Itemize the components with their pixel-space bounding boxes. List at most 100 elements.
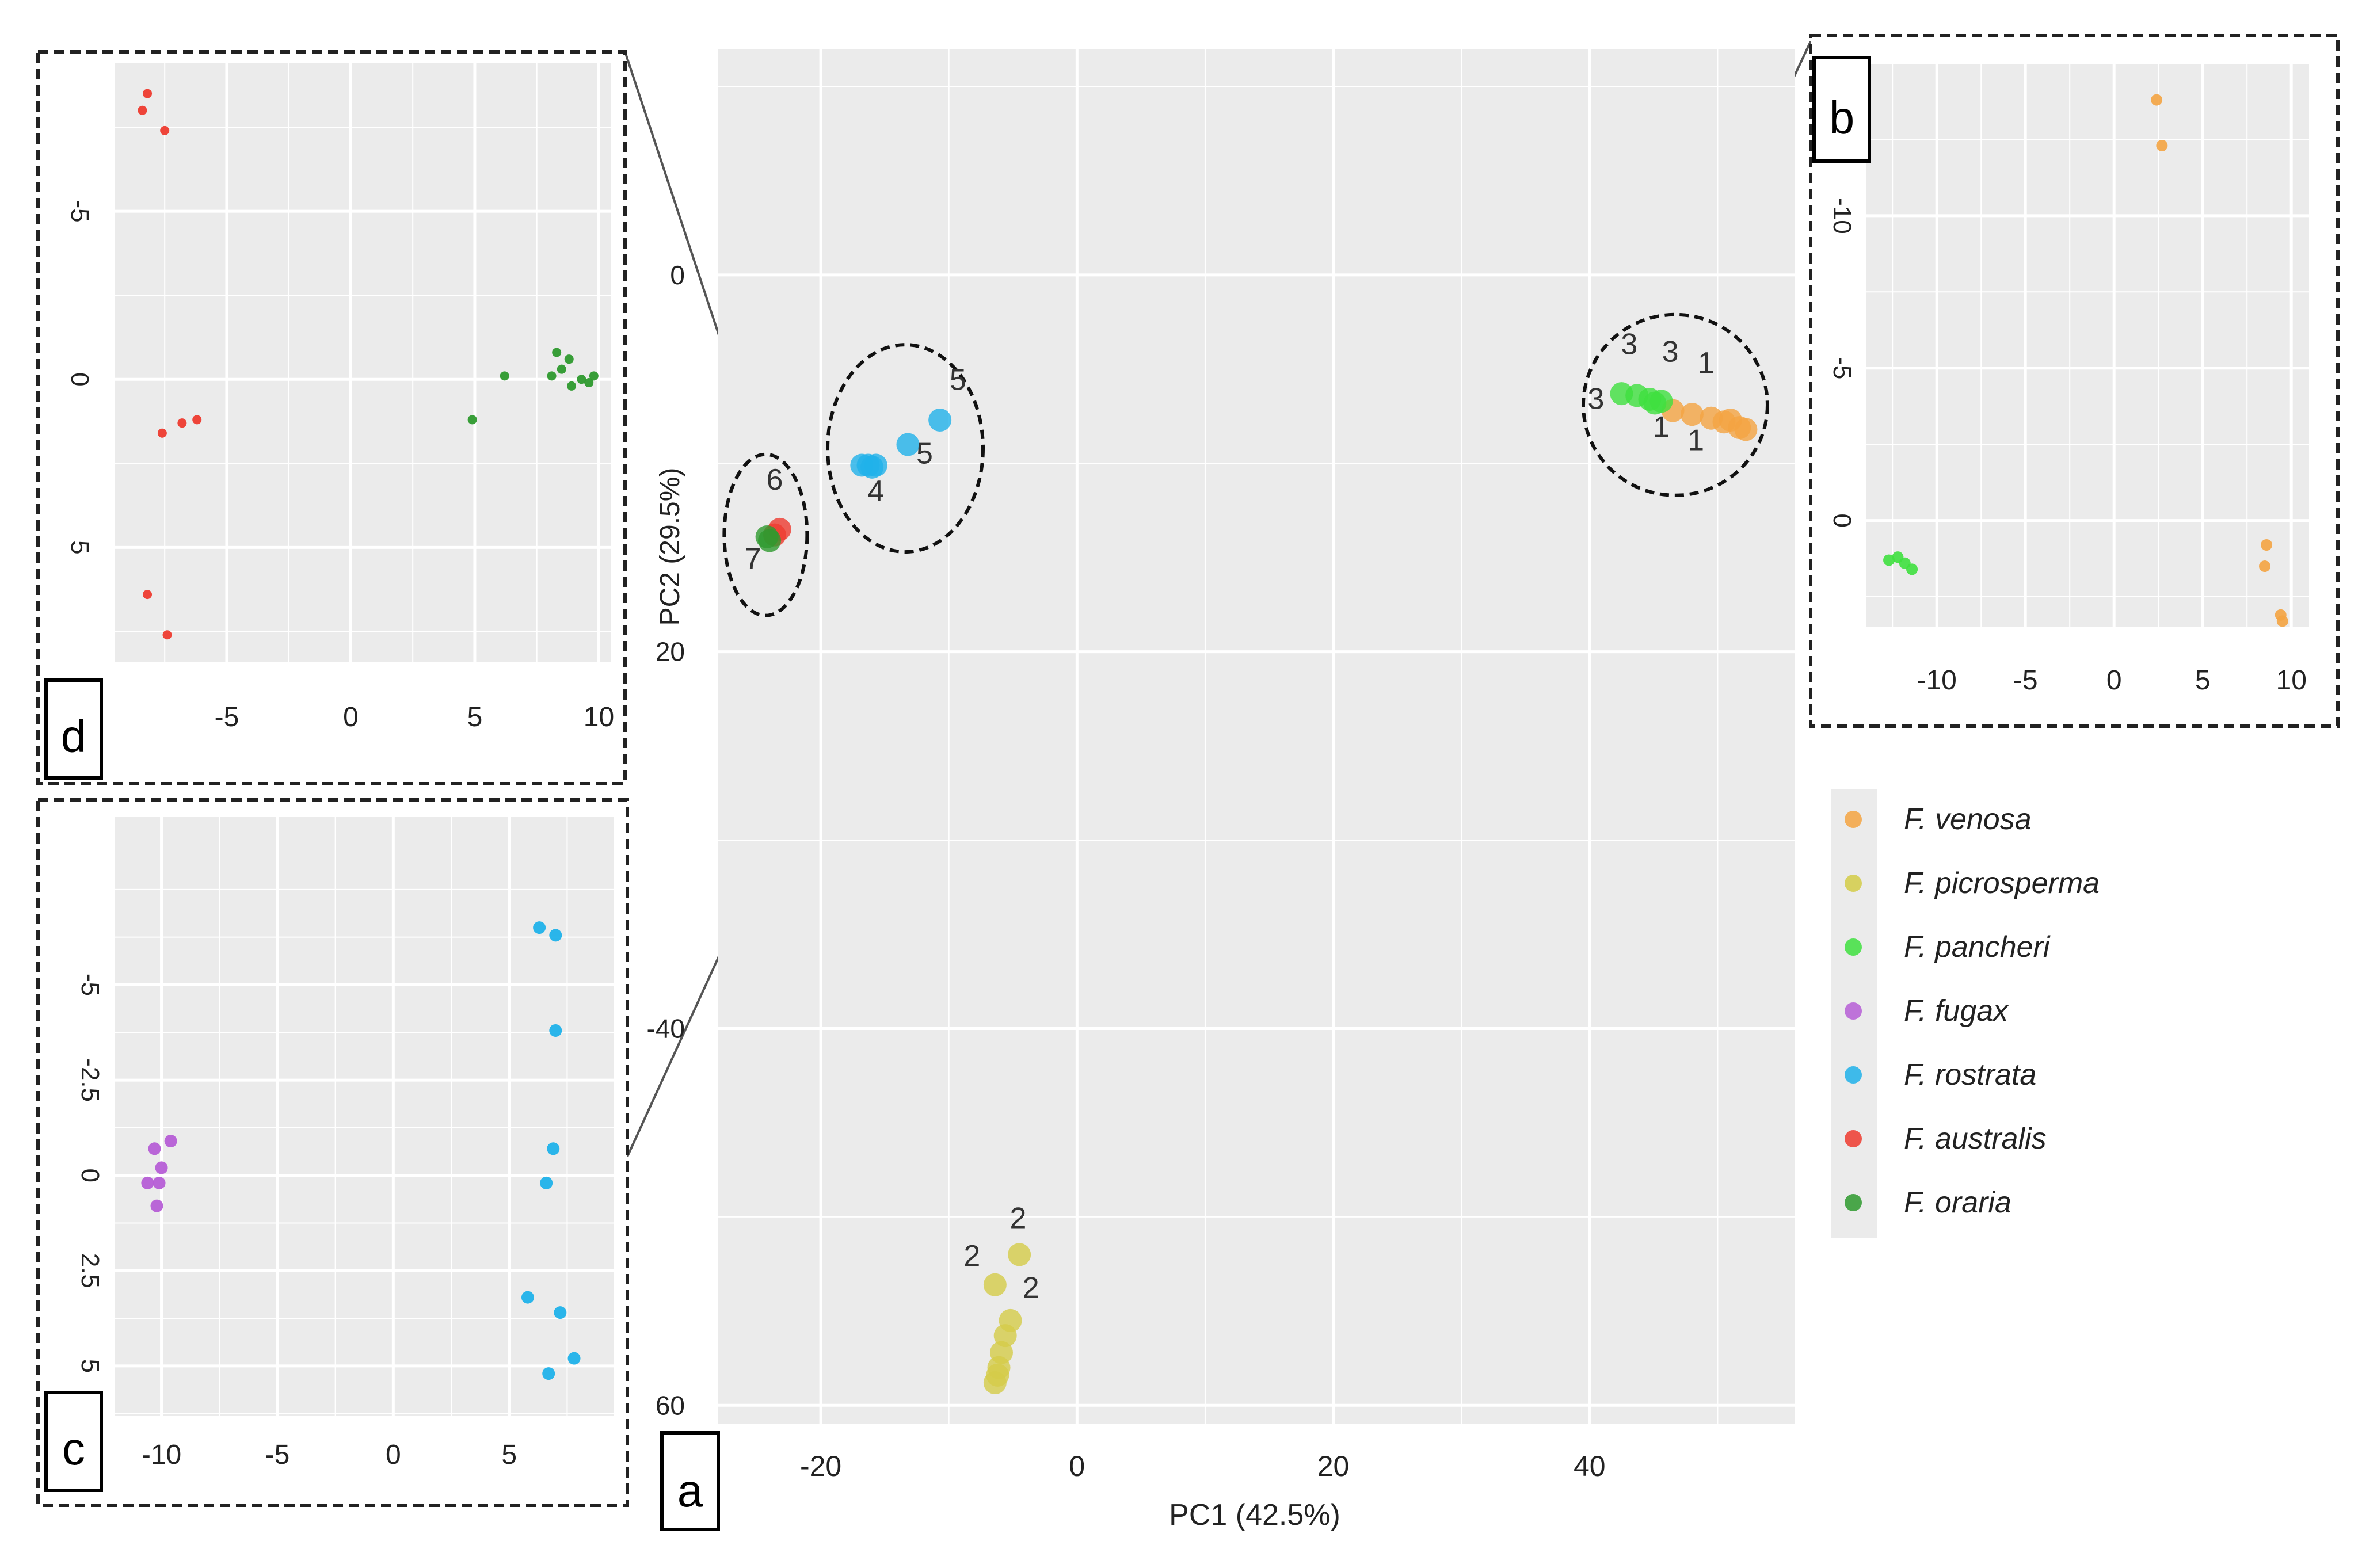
x-tick-label: 0 [386,1440,401,1470]
data-point [986,1363,1009,1387]
panel-c-label: c [62,1423,85,1474]
legend-label: F. pancheri [1904,930,2051,964]
point-annotation: 3 [1662,335,1679,368]
panel-a-tick-labels: -20 0 20 40 0 20 -40 60 [647,260,1606,1482]
y-tick-label: 0 [66,372,94,386]
data-point [758,529,782,552]
data-point [160,125,170,135]
data-point [143,89,153,98]
data-point [1883,554,1895,566]
panel-d-inset: -5 0 5 10 5 0 -5 d [36,50,627,785]
data-point [500,371,509,381]
point-annotation: 2 [963,1239,980,1273]
data-point [177,418,187,428]
data-point [557,364,566,374]
data-point [1008,1243,1031,1266]
legend-label: F. australis [1904,1122,2047,1155]
data-point [521,1291,534,1304]
y-tick-label: -40 [647,1013,685,1043]
data-point [540,1176,553,1189]
y-tick-label: 5 [66,540,94,554]
legend-key [1845,1130,1862,1147]
legend-key [1845,1194,1862,1211]
x-tick-label: 10 [584,702,614,733]
panel-d-tick-labels: -5 0 5 10 5 0 -5 [66,200,614,733]
data-point [552,348,562,357]
x-tick-label: -5 [265,1440,290,1470]
legend-item: F. rostrata [1845,1058,2036,1092]
x-tick-label: 20 [1317,1450,1350,1482]
panel-c-plot-area [115,817,614,1416]
y-tick-label: 60 [656,1390,685,1420]
panel-b-gridlines [1866,63,2309,627]
panel-a-gridlines [718,49,1795,1424]
zoom-circle [826,343,985,554]
x-tick-label: 0 [1069,1450,1085,1482]
point-annotation: 7 [745,543,761,576]
data-point [157,428,167,438]
data-point [467,415,477,425]
data-point [983,1273,1007,1296]
point-annotation: 1 [1698,346,1715,380]
data-point [549,1024,562,1037]
data-point [564,354,574,364]
data-point [2259,560,2270,573]
legend-key [1845,1002,1862,1020]
data-point [584,378,594,388]
x-tick-label: -20 [800,1450,841,1482]
x-tick-label: 5 [501,1440,517,1470]
x-tick-label: -5 [2013,665,2038,696]
data-point [1906,563,1918,575]
data-point [542,1367,555,1380]
point-annotation: 5 [950,364,966,397]
x-tick-label: -5 [215,702,239,733]
panel-c-gridlines [115,817,614,1416]
panel-d-label-box: d [44,678,103,780]
x-tick-label: -10 [1917,665,1957,696]
point-annotation: 5 [916,437,933,470]
x-tick-label: -10 [142,1440,181,1470]
point-annotation: 1 [1653,410,1670,444]
panel-a-plot-area [718,49,1795,1424]
data-point [1649,390,1673,413]
panel-a-points [755,382,1758,1394]
legend-key [1845,811,1862,828]
y-tick-label: -10 [1828,197,1856,234]
panel-c-points [141,921,581,1380]
legend-item: F. venosa [1845,803,2032,836]
data-point [577,375,586,384]
legend-label: F. rostrata [1904,1058,2036,1092]
data-point [155,1161,168,1174]
point-annotation: 3 [1621,327,1637,361]
y-tick-label: 2.5 [76,1253,104,1288]
panel-b-points [1883,94,2288,627]
panel-a-y-axis-label: PC2 (29.5%) [655,468,685,626]
panel-a-label: a [677,1465,703,1516]
data-point [2276,615,2288,627]
x-tick-label: 40 [1574,1450,1606,1482]
panel-c-tick-labels: -10 -5 0 5 5 2.5 0 -2.5 -5 [76,974,517,1470]
data-point [928,408,952,432]
zoom-circle [722,452,809,617]
data-point [2156,140,2168,152]
data-point [153,1176,166,1189]
legend-item: F. fugax [1845,994,2009,1028]
y-tick-label: -2.5 [76,1058,104,1102]
panel-c-inset: -10 -5 0 5 5 2.5 0 -2.5 -5 c [36,798,629,1507]
data-point [141,1176,154,1189]
panel-b-plot-area [1866,63,2309,627]
data-point [2261,539,2273,551]
legend: F. venosa F. picrosperma F. pancheri F. fug… [1831,789,2100,1238]
legend-label: F. oraria [1904,1186,2011,1219]
panel-d-plot-area [115,63,611,662]
legend-item: F. pancheri [1845,930,2051,964]
data-point [567,381,577,391]
panel-b-inset: -10 -5 0 5 10 0 -5 -10 b [1809,34,2340,728]
legend-label: F. fugax [1904,994,2009,1028]
point-annotation: 2 [1009,1202,1026,1235]
point-annotation: 3 [1587,382,1604,415]
panel-a-x-axis-label: PC1 (42.5%) [1169,1498,1340,1532]
panel-d-gridlines [115,63,611,662]
y-tick-label: -5 [66,200,94,223]
